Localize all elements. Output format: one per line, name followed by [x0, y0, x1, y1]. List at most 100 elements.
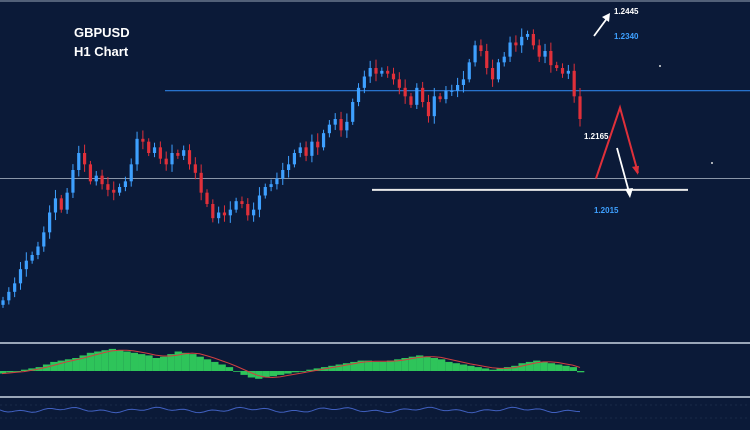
oscillator-bar [533, 360, 541, 371]
candle-body [88, 164, 93, 182]
chart-symbol: GBPUSD [74, 25, 130, 40]
candle-body [211, 204, 215, 219]
oscillator-bar [247, 371, 256, 378]
candle-body [187, 150, 192, 165]
oscillator-bar [350, 361, 358, 371]
candle-body [514, 42, 518, 46]
oscillator-bar [284, 371, 292, 374]
oscillator-bar [203, 359, 212, 371]
candle-body [531, 34, 535, 46]
oscillator-bar [116, 350, 124, 371]
oscillator-bar [357, 360, 365, 371]
candle-body [193, 164, 197, 173]
candle-body [147, 141, 151, 153]
candle-body [461, 79, 466, 85]
oscillator-signal-line [1, 349, 581, 379]
candle-body [351, 102, 355, 122]
candle-body [129, 164, 133, 182]
candle-body [269, 184, 273, 187]
candle-body [170, 153, 174, 165]
support-level-label: 1.2165 [584, 132, 609, 141]
upside-target-label: 1.2445 [614, 7, 639, 16]
candle-body [566, 70, 570, 74]
oscillator-bar [467, 365, 475, 371]
candle-body [304, 147, 308, 156]
oscillator-bar [459, 364, 468, 371]
oscillator-bar [145, 355, 153, 371]
candle-body [117, 187, 122, 193]
candle-body [490, 68, 495, 80]
candle-body [240, 201, 244, 204]
candle-body [572, 70, 576, 97]
oscillator-bar [394, 359, 402, 371]
candle-body [496, 62, 501, 80]
candle-body [275, 178, 279, 185]
oscillator-bar [233, 371, 241, 372]
downside-target-arrowhead [625, 188, 633, 198]
candle-body [403, 87, 407, 97]
candle-body [298, 147, 302, 153]
oscillator-bar [379, 361, 387, 371]
candle-body [48, 212, 52, 233]
oscillator-bar [167, 354, 175, 371]
candle-body [263, 187, 267, 196]
candle-body [578, 96, 582, 119]
candle-body [479, 45, 483, 51]
candle-body [345, 121, 349, 131]
marker-dot [659, 65, 661, 67]
candle-body [228, 209, 232, 216]
candle-body [112, 189, 116, 193]
candle-body [386, 70, 390, 74]
candle-body [374, 68, 378, 74]
oscillator-bar [298, 371, 307, 372]
oscillator-bar [364, 360, 373, 371]
oscillator-bar [196, 356, 204, 371]
candle-body [316, 141, 320, 148]
candle-body [438, 96, 442, 100]
oscillator-bar [386, 360, 395, 371]
candle-body [257, 195, 262, 210]
candle-body [321, 133, 326, 148]
candle-body [356, 87, 361, 102]
candle-body [24, 260, 28, 270]
candle-body [362, 76, 366, 88]
oscillator-bar [503, 367, 512, 371]
candle-body [141, 138, 145, 142]
candle-body [426, 102, 431, 117]
candle-body [18, 269, 23, 284]
lower-indicator-line [0, 406, 581, 414]
candle-body [502, 56, 506, 63]
oscillator-bar [269, 371, 278, 377]
candle-body [217, 212, 221, 219]
oscillator-bar [562, 365, 570, 371]
oscillator-bar [13, 371, 21, 372]
oscillator-bar [6, 371, 14, 373]
candle-body [71, 170, 75, 193]
oscillator-bar [94, 351, 102, 371]
oscillator-bar [159, 356, 168, 371]
oscillator-bar [430, 358, 438, 371]
oscillator-bar [64, 359, 73, 371]
oscillator-bar [277, 371, 285, 375]
candle-body [432, 96, 436, 117]
candle-body [53, 198, 58, 213]
oscillator-bar [240, 371, 248, 375]
oscillator-bar [174, 351, 182, 371]
candle-body [7, 291, 11, 301]
oscillator-bar [540, 361, 548, 371]
oscillator-bar [211, 361, 219, 371]
oscillator-bar [313, 368, 321, 371]
candle-body [543, 51, 547, 57]
oscillator-bar [328, 365, 336, 371]
candle-body [397, 79, 401, 88]
oscillator-bar [28, 368, 36, 371]
candle-body [368, 68, 372, 77]
candle-body [252, 209, 256, 216]
candle-body [450, 90, 454, 92]
upside-target-arrow [593, 16, 609, 37]
candle-body [182, 150, 186, 156]
candle-body [508, 42, 512, 57]
candle-body [246, 204, 250, 216]
oscillator-bar [569, 367, 577, 371]
